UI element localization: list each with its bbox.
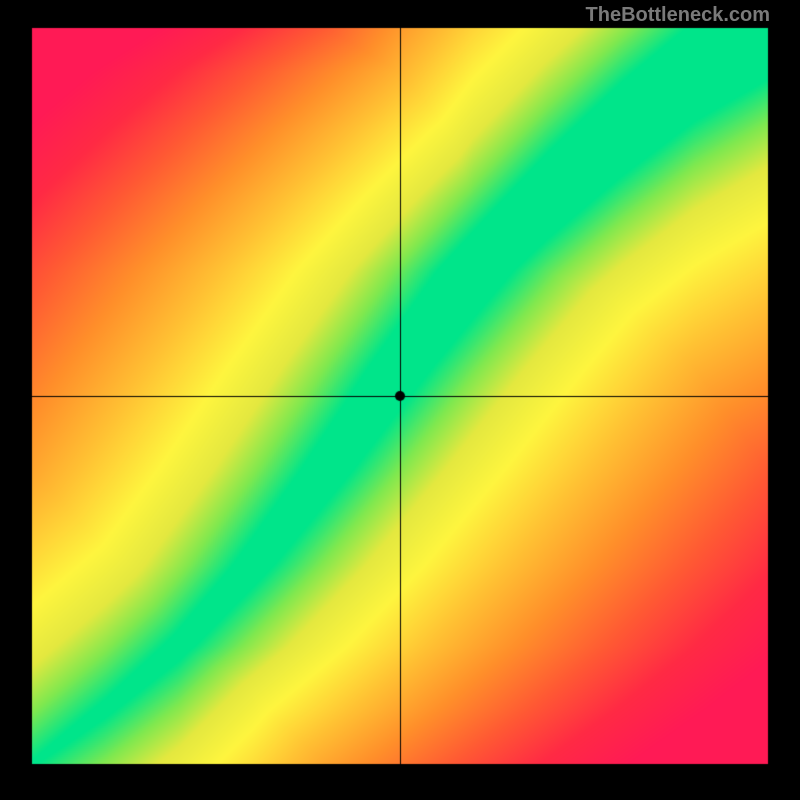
chart-container: { "watermark": { "text": "TheBottleneck.… <box>0 0 800 800</box>
watermark-text: TheBottleneck.com <box>586 4 770 27</box>
bottleneck-heatmap <box>0 0 800 800</box>
